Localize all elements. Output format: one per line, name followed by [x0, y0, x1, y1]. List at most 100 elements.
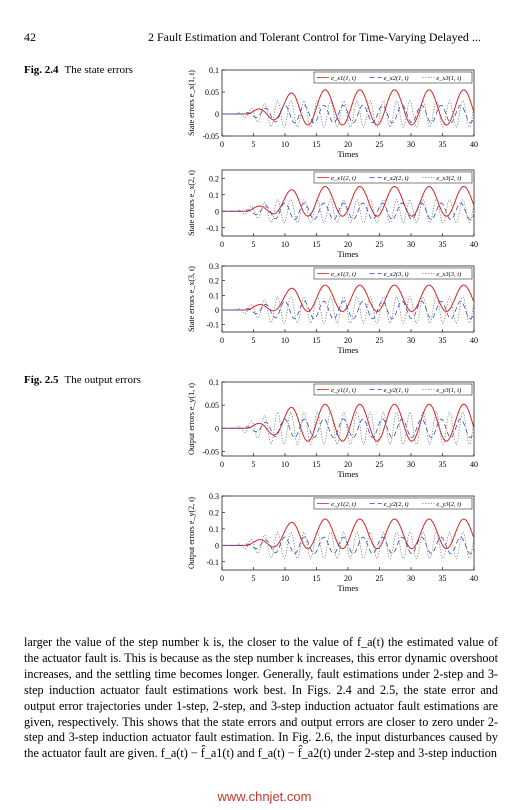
x-tick-label: 0	[220, 460, 224, 469]
y-tick-label: -0.05	[202, 447, 219, 456]
page-number: 42	[24, 30, 36, 44]
x-tick-label: 15	[313, 336, 321, 345]
y-tick-label: 0.05	[205, 88, 219, 97]
legend-box	[313, 383, 473, 396]
legend-box	[313, 171, 473, 184]
legend-box	[313, 71, 473, 84]
x-tick-label: 20	[344, 140, 352, 149]
x-tick-label: 40	[470, 460, 478, 469]
y-tick-label: 0	[215, 306, 219, 315]
y-tick-label: 0.3	[209, 492, 219, 501]
series-line-2	[222, 104, 474, 124]
x-tick-label: 20	[344, 460, 352, 469]
y-tick-label: -0.1	[206, 558, 219, 567]
series-line-1	[222, 89, 474, 126]
y-tick-label: -0.1	[206, 321, 219, 330]
x-tick-label: 5	[252, 574, 256, 583]
x-tick-label: 35	[439, 336, 447, 345]
x-tick-label: 5	[252, 240, 256, 249]
legend-box	[313, 267, 473, 280]
legend-label: e_x3(2, t)	[436, 175, 461, 182]
legend-label: e_y2(1, t)	[384, 387, 409, 394]
series-line-3	[222, 296, 474, 324]
x-tick-label: 35	[439, 240, 447, 249]
figure-caption-2-4: Fig. 2.4 The state errors	[24, 64, 133, 76]
legend-label: e_x2(3, t)	[384, 271, 409, 278]
figure-caption-2-5: Fig. 2.5 The output errors	[24, 374, 141, 386]
legend-label: e_x1(1, t)	[331, 75, 356, 82]
x-tick-label: 5	[252, 140, 256, 149]
series-line-3	[222, 411, 474, 445]
legend-label: e_y2(2, t)	[384, 501, 409, 508]
x-tick-label: 40	[470, 336, 478, 345]
x-tick-label: 10	[281, 240, 289, 249]
series-line-3	[222, 199, 474, 224]
legend-label: e_x2(2, t)	[384, 175, 409, 182]
y-tick-label: 0.1	[209, 525, 219, 534]
x-tick-label: 20	[344, 240, 352, 249]
figure-label: Fig. 2.5	[24, 374, 59, 386]
x-tick-label: 5	[252, 460, 256, 469]
figure-caption-text: The output errors	[64, 374, 141, 386]
legend-label: e_y1(2, t)	[331, 501, 356, 508]
legend-label: e_x1(3, t)	[331, 271, 356, 278]
x-axis-label: Times	[338, 469, 359, 479]
figure-label: Fig. 2.4	[24, 64, 59, 76]
y-tick-label: 0.3	[209, 262, 219, 271]
body-paragraph: larger the value of the step number k is…	[24, 635, 498, 761]
y-tick-label: 0	[215, 541, 219, 550]
x-tick-label: 35	[439, 460, 447, 469]
y-axis-label: State errors e_x(3, t)	[187, 266, 196, 332]
series-line-3	[222, 100, 474, 128]
x-tick-label: 25	[376, 140, 384, 149]
series-line-2	[222, 300, 474, 320]
x-tick-label: 30	[407, 240, 415, 249]
chart-state-error-3: 0 5 10 15 20 25 30 35 400.30.20.10-0.1TimesState…	[187, 262, 478, 355]
y-tick-label: 0.05	[205, 401, 219, 410]
chart-output-error-1: 0 5 10 15 20 25 30 35 400.10.050-0.05TimesOutput…	[187, 378, 478, 479]
x-tick-label: 0	[220, 140, 224, 149]
legend-box	[313, 497, 473, 510]
x-tick-label: 30	[407, 140, 415, 149]
series-line-2	[222, 202, 474, 220]
x-tick-label: 0	[220, 336, 224, 345]
x-tick-label: 5	[252, 336, 256, 345]
x-tick-label: 25	[376, 460, 384, 469]
legend-label: e_y3(1, t)	[436, 387, 461, 394]
y-axis-label: State errors e_x(2, t)	[187, 170, 196, 236]
y-tick-label: 0	[215, 424, 219, 433]
x-tick-label: 0	[220, 574, 224, 583]
x-tick-label: 10	[281, 336, 289, 345]
y-axis-label: State errors e_x(1, t)	[187, 70, 196, 136]
x-tick-label: 15	[313, 240, 321, 249]
running-head: 2 Fault Estimation and Tolerant Control …	[148, 30, 481, 44]
x-tick-label: 30	[407, 574, 415, 583]
legend-label: e_x3(3, t)	[436, 271, 461, 278]
x-tick-label: 25	[376, 336, 384, 345]
x-tick-label: 15	[313, 574, 321, 583]
x-tick-label: 10	[281, 460, 289, 469]
y-tick-label: 0.1	[209, 291, 219, 300]
legend-label: e_x2(1, t)	[384, 75, 409, 82]
legend-label: e_y1(1, t)	[331, 387, 356, 394]
series-line-2	[222, 536, 474, 554]
series-line-1	[222, 518, 474, 550]
chart-state-error-1: 0 5 10 15 20 25 30 35 400.10.050-0.05TimesState …	[187, 66, 478, 159]
x-tick-label: 10	[281, 574, 289, 583]
y-axis-label: Output errors e_y(1, t)	[187, 383, 196, 455]
y-tick-label: 0.2	[209, 508, 219, 517]
legend-label: e_y3(2, t)	[436, 501, 461, 508]
y-tick-label: -0.05	[202, 132, 219, 141]
y-tick-label: 0	[215, 207, 219, 216]
y-tick-label: 0.1	[209, 66, 219, 75]
x-tick-label: 40	[470, 240, 478, 249]
y-axis-label: Output errors e_y(2, t)	[187, 497, 196, 569]
x-tick-label: 20	[344, 574, 352, 583]
x-axis-label: Times	[338, 583, 359, 593]
x-tick-label: 15	[313, 460, 321, 469]
legend-label: e_x1(2, t)	[331, 175, 356, 182]
x-tick-label: 15	[313, 140, 321, 149]
series-line-3	[222, 531, 474, 559]
legend-label: e_x3(1, t)	[436, 75, 461, 82]
x-tick-label: 40	[470, 140, 478, 149]
